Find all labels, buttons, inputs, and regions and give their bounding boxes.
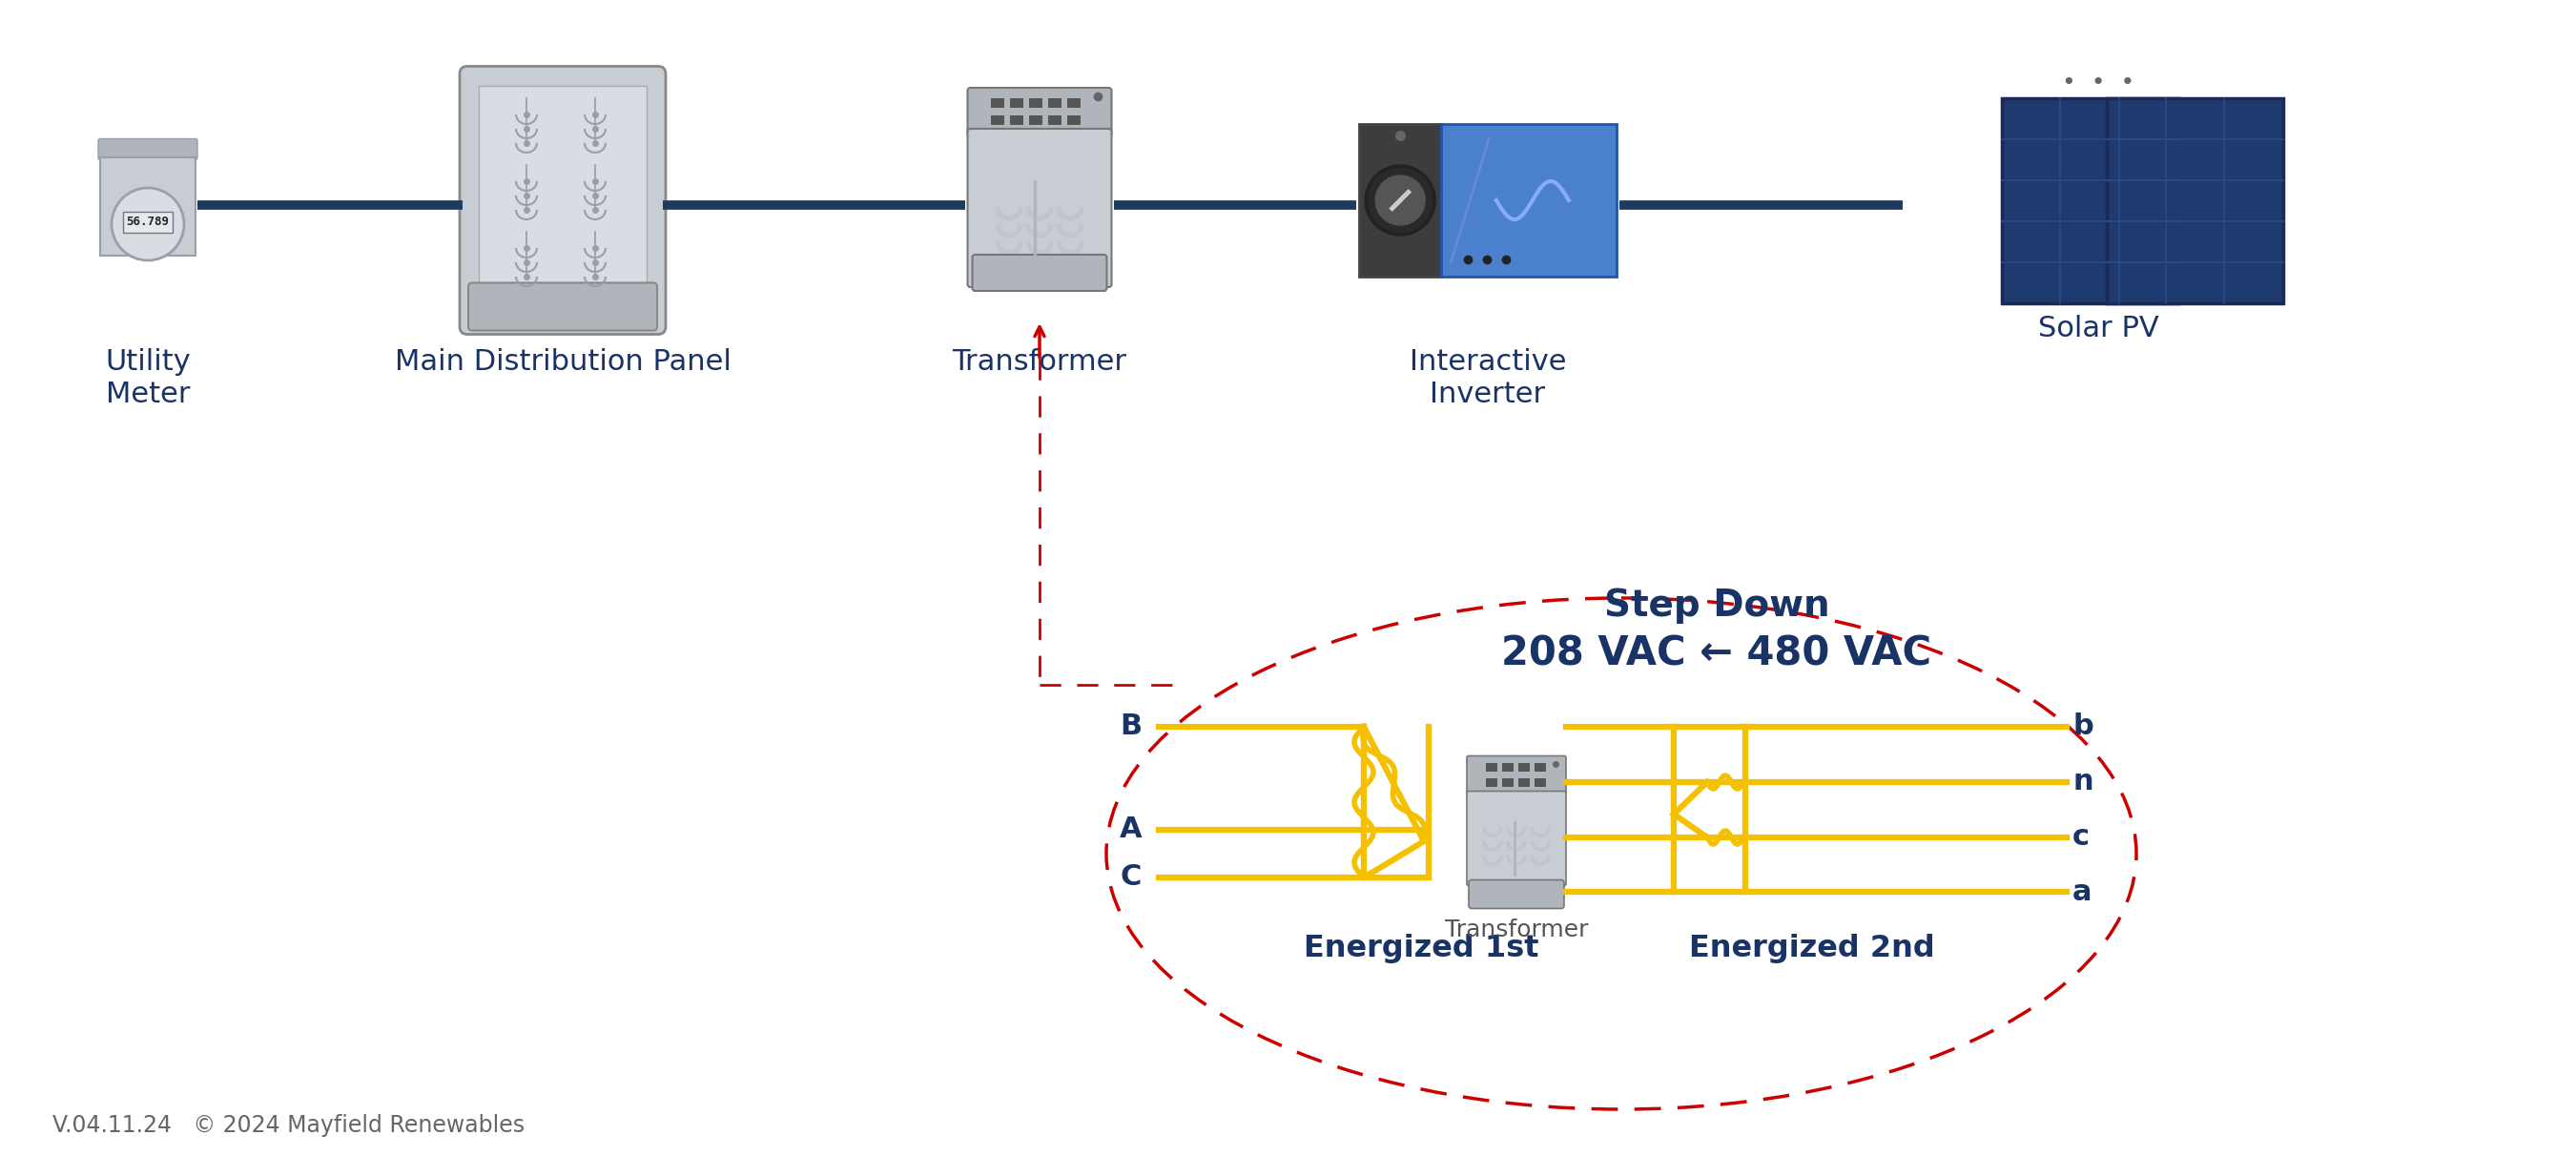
Text: Transformer: Transformer (1445, 919, 1589, 941)
Bar (1443, 124, 1618, 276)
Bar (1517, 763, 1530, 771)
Bar (1048, 98, 1061, 108)
Circle shape (1365, 166, 1435, 235)
Bar (100, 157, 196, 255)
Text: Utility
Meter: Utility Meter (106, 348, 191, 408)
Bar (1360, 124, 1443, 276)
Text: Interactive
Inverter: Interactive Inverter (1409, 348, 1566, 408)
Bar (1502, 778, 1515, 786)
Circle shape (1376, 176, 1425, 225)
FancyBboxPatch shape (969, 88, 1113, 136)
Text: B: B (1121, 713, 1141, 741)
Bar (479, 86, 647, 290)
Bar (992, 98, 1005, 108)
FancyBboxPatch shape (1466, 756, 1566, 796)
FancyBboxPatch shape (971, 254, 1108, 291)
Bar (1535, 778, 1546, 786)
Text: b: b (2074, 713, 2094, 741)
Bar (1066, 98, 1079, 108)
Bar (1028, 98, 1043, 108)
Bar (1502, 763, 1515, 771)
Bar (124, 212, 173, 232)
Text: V.04.11.24   © 2024 Mayfield Renewables: V.04.11.24 © 2024 Mayfield Renewables (52, 1114, 526, 1136)
Text: 56.789: 56.789 (126, 216, 170, 229)
Text: Main Distribution Panel: Main Distribution Panel (394, 348, 732, 376)
Bar (1048, 116, 1061, 125)
Text: n: n (2074, 769, 2094, 796)
Bar (1010, 116, 1023, 125)
Text: c: c (2074, 823, 2089, 851)
FancyBboxPatch shape (1468, 880, 1564, 909)
Circle shape (111, 188, 183, 260)
Text: C: C (1121, 864, 1141, 891)
Bar (1486, 778, 1497, 786)
Bar (1486, 763, 1497, 771)
Bar (1028, 116, 1043, 125)
Text: •  •  •: • • • (2061, 71, 2136, 94)
Text: Energized 2nd: Energized 2nd (1690, 934, 1935, 964)
Bar (2002, 98, 2177, 303)
Text: Energized 1st: Energized 1st (1303, 934, 1538, 964)
Bar (1535, 763, 1546, 771)
Text: a: a (2074, 877, 2092, 905)
Bar (992, 116, 1005, 125)
Bar (2107, 98, 2282, 303)
FancyBboxPatch shape (98, 139, 198, 160)
Text: 208 VAC ← 480 VAC: 208 VAC ← 480 VAC (1502, 633, 1932, 674)
Bar (1517, 778, 1530, 786)
Text: Solar PV: Solar PV (2038, 314, 2159, 342)
FancyBboxPatch shape (459, 66, 665, 334)
FancyBboxPatch shape (469, 283, 657, 331)
Text: A: A (1118, 816, 1141, 844)
Bar (1010, 98, 1023, 108)
FancyBboxPatch shape (1466, 791, 1566, 885)
FancyBboxPatch shape (969, 128, 1113, 287)
Text: Step Down: Step Down (1605, 587, 1829, 624)
Bar (1066, 116, 1079, 125)
Text: Transformer: Transformer (953, 348, 1126, 376)
